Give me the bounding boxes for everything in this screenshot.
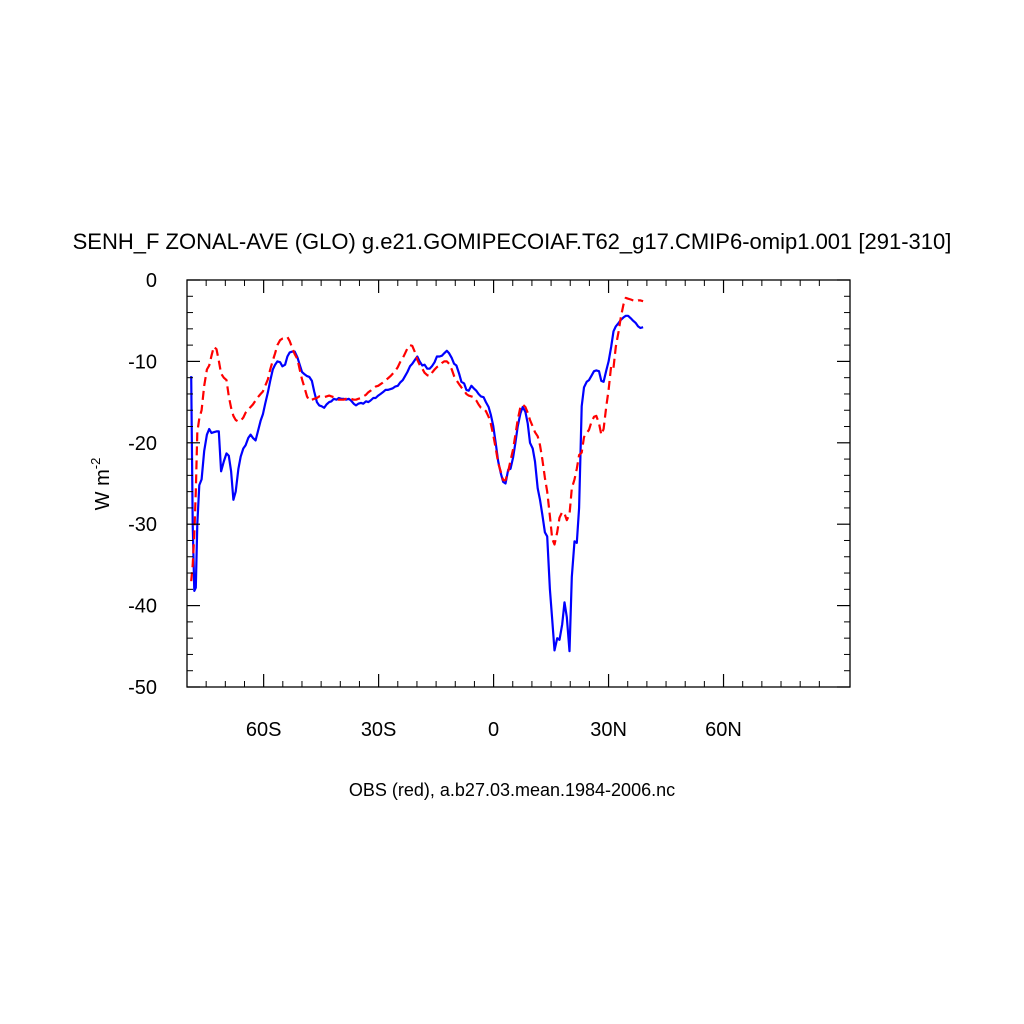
y-axis-label-unit: W m [92, 469, 114, 510]
x-tick-label: 30S [361, 719, 397, 741]
chart-caption: OBS (red), a.b27.03.mean.1984-2006.nc [349, 780, 675, 800]
x-tick-label: 30N [590, 719, 627, 741]
y-tick-label: -30 [128, 514, 157, 536]
y-tick-label: -10 [128, 351, 157, 373]
chart-title: SENH_F ZONAL-AVE (GLO) g.e21.GOMIPECOIAF… [73, 229, 952, 254]
tick-label-group: 60S 30S 0 30N 60N 0 -10 -20 -30 -40 -50 [128, 270, 742, 741]
tick-group [187, 279, 850, 688]
y-axis-label: W m-2 [88, 458, 114, 511]
y-tick-label: 0 [146, 270, 157, 292]
y-tick-label: -40 [128, 596, 157, 618]
plot-frame [186, 279, 851, 688]
y-tick-label: -50 [128, 677, 157, 699]
y-tick-label: -20 [128, 433, 157, 455]
series-line-1 [190, 314, 644, 653]
series-group [190, 296, 644, 653]
series-line-2 [190, 296, 644, 582]
y-axis-label-exponent: -2 [88, 458, 103, 470]
x-tick-label: 60S [246, 719, 282, 741]
x-tick-label: 0 [488, 719, 499, 741]
x-tick-label: 60N [705, 719, 742, 741]
